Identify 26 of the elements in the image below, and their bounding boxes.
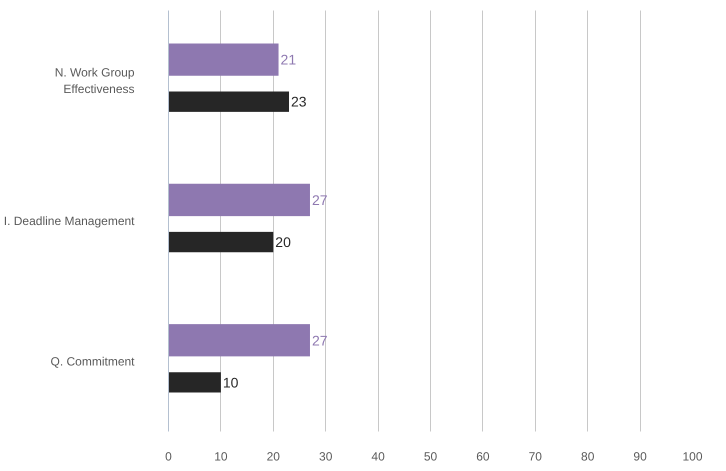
y-tick-label: Q. Commitment	[50, 354, 136, 368]
bar	[168, 232, 274, 252]
data-label: 23	[291, 94, 307, 110]
x-tick-label: 10	[214, 450, 228, 464]
bar	[168, 184, 310, 216]
data-label: 21	[280, 52, 296, 68]
data-label: 20	[275, 234, 292, 250]
x-tick-label: 20	[266, 450, 280, 464]
x-tick-label: 90	[633, 450, 648, 464]
y-tick-label: N. Work Group Effectiveness	[54, 65, 135, 96]
x-tick-label: 80	[581, 450, 595, 464]
bar	[168, 372, 221, 393]
data-label: 27	[312, 192, 328, 208]
x-tick-label: 100	[682, 450, 703, 464]
x-tick-label: 60	[476, 450, 490, 464]
x-tick-label: 50	[424, 450, 438, 464]
x-tick-label: 70	[528, 450, 542, 464]
y-tick-label: I. Deadline Management	[4, 214, 136, 228]
x-tick-label: 30	[319, 450, 333, 464]
bar	[168, 92, 290, 112]
bar	[168, 43, 279, 76]
x-tick-label: 0	[165, 450, 172, 464]
data-label: 27	[312, 332, 328, 348]
data-label: 10	[222, 374, 239, 390]
x-tick-label: 40	[371, 450, 386, 464]
bar	[168, 324, 310, 356]
